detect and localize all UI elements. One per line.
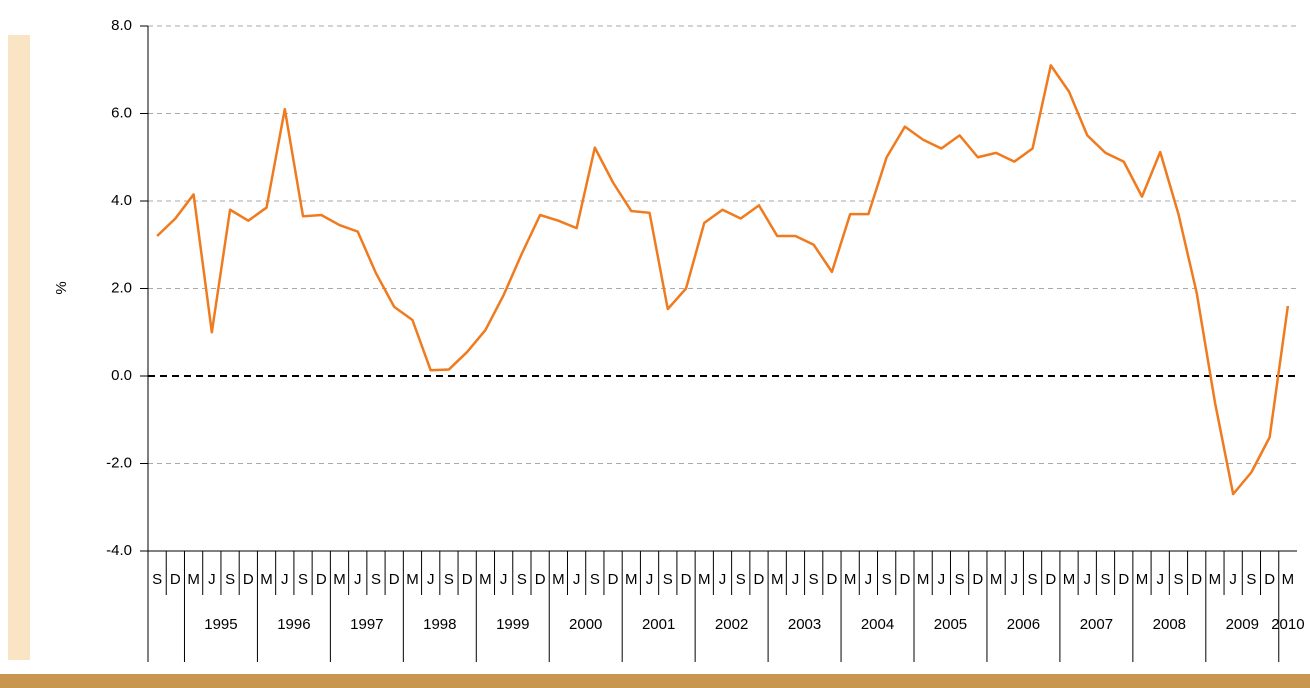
year-label: 1998 (423, 616, 456, 633)
x-tick-label: S (1173, 571, 1183, 588)
x-tick-label: J (1011, 571, 1019, 588)
year-label: 1995 (204, 616, 237, 633)
y-axis-label: % (53, 281, 70, 294)
x-tick-label: S (736, 571, 746, 588)
year-label: 2004 (861, 616, 894, 633)
x-tick-label: S (1028, 571, 1038, 588)
x-tick-label: J (719, 571, 727, 588)
x-tick-label: S (1100, 571, 1110, 588)
year-label: 2007 (1080, 616, 1113, 633)
x-tick-label: D (389, 571, 400, 588)
x-tick-label: M (1282, 571, 1295, 588)
x-tick-label: D (535, 571, 546, 588)
x-tick-label: J (1084, 571, 1092, 588)
y-tick-label: 6.0 (111, 104, 132, 121)
x-tick-label: D (1118, 571, 1129, 588)
bottom-band (0, 674, 1310, 688)
x-tick-label: M (917, 571, 930, 588)
x-tick-label: D (1045, 571, 1056, 588)
side-band (8, 35, 30, 660)
x-tick-label: D (462, 571, 473, 588)
x-tick-label: S (955, 571, 965, 588)
x-tick-label: D (1264, 571, 1275, 588)
x-tick-label: J (208, 571, 216, 588)
x-tick-label: D (1191, 571, 1202, 588)
x-tick-label: S (444, 571, 454, 588)
x-tick-label: J (646, 571, 654, 588)
x-tick-label: J (573, 571, 581, 588)
year-label: 2001 (642, 616, 675, 633)
year-label: 2006 (1007, 616, 1040, 633)
data-line (156, 64, 1290, 496)
x-tick-label: J (281, 571, 289, 588)
x-tick-label: S (152, 571, 162, 588)
y-tick-label: 8.0 (111, 17, 132, 34)
x-tick-label: D (827, 571, 838, 588)
x-tick-label: M (1136, 571, 1149, 588)
year-label: 2002 (715, 616, 748, 633)
x-tick-label: D (608, 571, 619, 588)
year-label: 2005 (934, 616, 967, 633)
x-tick-label: D (316, 571, 327, 588)
x-tick-label: S (1246, 571, 1256, 588)
x-tick-label: S (809, 571, 819, 588)
x-tick-label: J (1229, 571, 1237, 588)
y-tick-label: -4.0 (106, 542, 132, 559)
x-tick-label: S (225, 571, 235, 588)
year-label: 2010 (1271, 616, 1304, 633)
x-tick-label: M (625, 571, 638, 588)
x-tick-label: J (865, 571, 873, 588)
x-tick-label: S (590, 571, 600, 588)
x-tick-label: D (972, 571, 983, 588)
x-tick-label: J (792, 571, 800, 588)
x-tick-label: M (990, 571, 1003, 588)
x-tick-label: J (1156, 571, 1164, 588)
x-tick-label: M (771, 571, 784, 588)
x-tick-label: M (333, 571, 346, 588)
x-tick-label: S (371, 571, 381, 588)
year-label: 2003 (788, 616, 821, 633)
x-tick-label: D (899, 571, 910, 588)
x-tick-label: S (882, 571, 892, 588)
x-tick-label: S (663, 571, 673, 588)
y-tick-label: 4.0 (111, 192, 132, 209)
y-tick-label: 2.0 (111, 279, 132, 296)
x-tick-label: D (243, 571, 254, 588)
x-tick-label: M (479, 571, 492, 588)
x-tick-label: J (500, 571, 508, 588)
x-tick-label: S (517, 571, 527, 588)
x-tick-label: M (406, 571, 419, 588)
x-tick-label: J (354, 571, 362, 588)
y-tick-label: -2.0 (106, 454, 132, 471)
x-tick-label: M (1209, 571, 1222, 588)
x-tick-label: M (844, 571, 857, 588)
x-tick-label: S (298, 571, 308, 588)
year-label: 2000 (569, 616, 602, 633)
x-tick-label: D (754, 571, 765, 588)
x-tick-label: J (938, 571, 946, 588)
year-label: 1997 (350, 616, 383, 633)
x-tick-label: D (170, 571, 181, 588)
x-tick-label: M (260, 571, 273, 588)
year-label: 1999 (496, 616, 529, 633)
x-tick-label: M (1063, 571, 1076, 588)
x-tick-label: D (681, 571, 692, 588)
x-tick-label: M (187, 571, 200, 588)
y-tick-label: 0.0 (111, 367, 132, 384)
year-label: 2009 (1226, 616, 1259, 633)
x-tick-label: J (427, 571, 435, 588)
x-tick-label: M (552, 571, 565, 588)
x-tick-label: M (698, 571, 711, 588)
year-label: 2008 (1153, 616, 1186, 633)
year-label: 1996 (277, 616, 310, 633)
